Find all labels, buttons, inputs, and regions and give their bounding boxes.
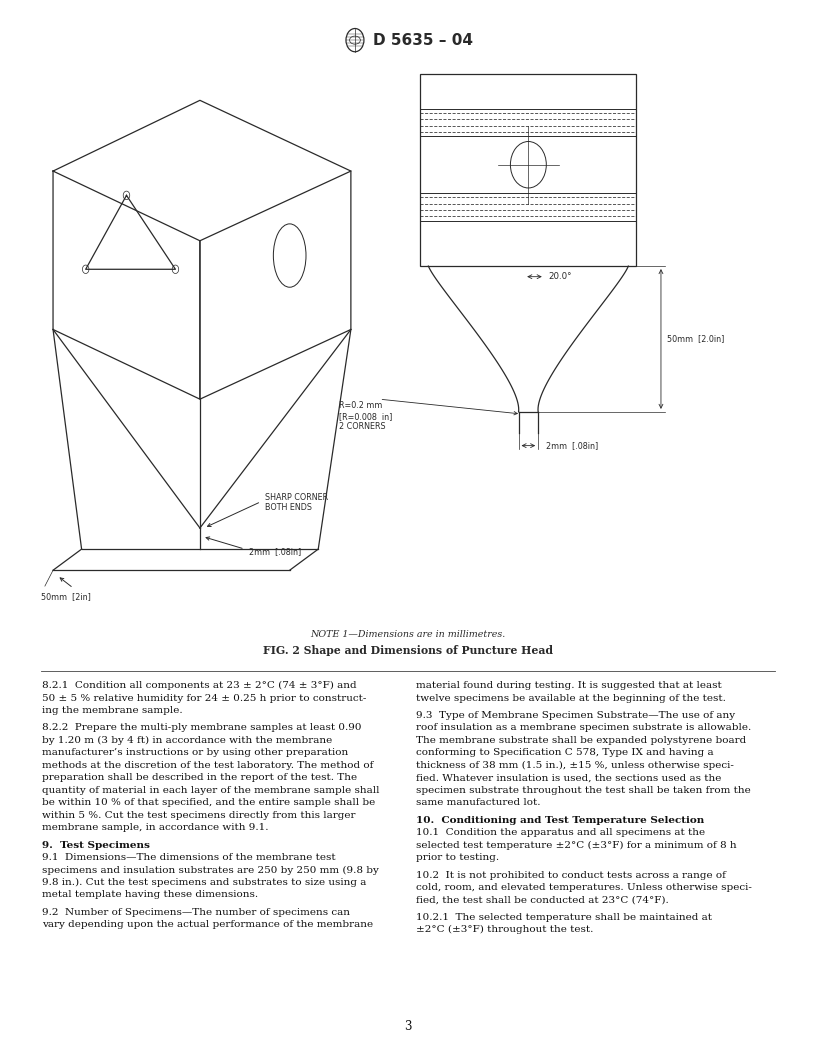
Text: The membrane substrate shall be expanded polystyrene board: The membrane substrate shall be expanded… [416,736,747,744]
Text: 50mm  [2.0in]: 50mm [2.0in] [667,335,725,343]
Text: methods at the discretion of the test laboratory. The method of: methods at the discretion of the test la… [42,761,374,770]
Text: cold, room, and elevated temperatures. Unless otherwise speci-: cold, room, and elevated temperatures. U… [416,883,752,892]
Text: 10.1  Condition the apparatus and all specimens at the: 10.1 Condition the apparatus and all spe… [416,828,705,837]
Text: NOTE 1—Dimensions are in millimetres.: NOTE 1—Dimensions are in millimetres. [310,630,506,640]
Text: ing the membrane sample.: ing the membrane sample. [42,706,183,715]
Text: thickness of 38 mm (1.5 in.), ±15 %, unless otherwise speci-: thickness of 38 mm (1.5 in.), ±15 %, unl… [416,761,734,770]
Text: vary depending upon the actual performance of the membrane: vary depending upon the actual performan… [42,921,374,929]
Text: 50mm  [2in]: 50mm [2in] [41,592,91,601]
Text: 9.8 in.). Cut the test specimens and substrates to size using a: 9.8 in.). Cut the test specimens and sub… [42,878,367,887]
Text: fied, the test shall be conducted at 23°C (74°F).: fied, the test shall be conducted at 23°… [416,895,669,904]
Text: 2mm  [.08in]: 2mm [.08in] [547,441,599,450]
Text: 9.  Test Specimens: 9. Test Specimens [42,841,150,850]
Text: quantity of material in each layer of the membrane sample shall: quantity of material in each layer of th… [42,786,380,795]
Text: selected test temperature ±2°C (±3°F) for a minimum of 8 h: selected test temperature ±2°C (±3°F) fo… [416,841,737,850]
Text: fied. Whatever insulation is used, the sections used as the: fied. Whatever insulation is used, the s… [416,773,721,782]
Text: 2mm  [.08in]: 2mm [.08in] [249,547,301,555]
Text: 8.2.1  Condition all components at 23 ± 2°C (74 ± 3°F) and: 8.2.1 Condition all components at 23 ± 2… [42,681,357,691]
Text: specimen substrate throughout the test shall be taken from the: specimen substrate throughout the test s… [416,786,751,795]
Text: manufacturer’s instructions or by using other preparation: manufacturer’s instructions or by using … [42,749,348,757]
Text: within 5 %. Cut the test specimens directly from this larger: within 5 %. Cut the test specimens direc… [42,811,356,819]
Bar [420,74,636,266]
Text: 9.3  Type of Membrane Specimen Substrate—The use of any: 9.3 Type of Membrane Specimen Substrate—… [416,711,735,720]
Text: material found during testing. It is suggested that at least: material found during testing. It is sug… [416,681,722,691]
Text: FIG. 2 Shape and Dimensions of Puncture Head: FIG. 2 Shape and Dimensions of Puncture … [263,645,553,656]
Text: twelve specimens be available at the beginning of the test.: twelve specimens be available at the beg… [416,694,726,702]
Text: SHARP CORNER
BOTH ENDS: SHARP CORNER BOTH ENDS [265,493,328,512]
Text: 9.2  Number of Specimens—The number of specimens can: 9.2 Number of Specimens—The number of sp… [42,908,350,917]
Text: preparation shall be described in the report of the test. The: preparation shall be described in the re… [42,773,357,782]
Text: conforming to Specification C 578, Type IX and having a: conforming to Specification C 578, Type … [416,749,714,757]
Text: same manufactured lot.: same manufactured lot. [416,798,541,807]
Text: 8.2.2  Prepare the multi-ply membrane samples at least 0.90: 8.2.2 Prepare the multi-ply membrane sam… [42,723,362,733]
Text: metal template having these dimensions.: metal template having these dimensions. [42,890,259,900]
Text: 10.2  It is not prohibited to conduct tests across a range of: 10.2 It is not prohibited to conduct tes… [416,870,726,880]
Text: prior to testing.: prior to testing. [416,853,499,862]
Text: 10.2.1  The selected temperature shall be maintained at: 10.2.1 The selected temperature shall be… [416,912,712,922]
Text: roof insulation as a membrane specimen substrate is allowable.: roof insulation as a membrane specimen s… [416,723,752,733]
Text: ±2°C (±3°F) throughout the test.: ±2°C (±3°F) throughout the test. [416,925,593,935]
Text: specimens and insulation substrates are 250 by 250 mm (9.8 by: specimens and insulation substrates are … [42,866,379,874]
Text: be within 10 % of that specified, and the entire sample shall be: be within 10 % of that specified, and th… [42,798,375,807]
Text: 9.1  Dimensions—The dimensions of the membrane test: 9.1 Dimensions—The dimensions of the mem… [42,853,336,862]
Text: membrane sample, in accordance with 9.1.: membrane sample, in accordance with 9.1. [42,824,269,832]
Text: 20.0°: 20.0° [548,272,572,281]
Text: D 5635 – 04: D 5635 – 04 [373,33,473,48]
Text: R=0.2 mm
[R=0.008  in]
2 CORNERS: R=0.2 mm [R=0.008 in] 2 CORNERS [339,401,392,431]
Text: 50 ± 5 % relative humidity for 24 ± 0.25 h prior to construct-: 50 ± 5 % relative humidity for 24 ± 0.25… [42,694,367,702]
Text: 3: 3 [404,1020,412,1033]
Text: 10.  Conditioning and Test Temperature Selection: 10. Conditioning and Test Temperature Se… [416,815,704,825]
Text: by 1.20 m (3 by 4 ft) in accordance with the membrane: by 1.20 m (3 by 4 ft) in accordance with… [42,736,333,746]
